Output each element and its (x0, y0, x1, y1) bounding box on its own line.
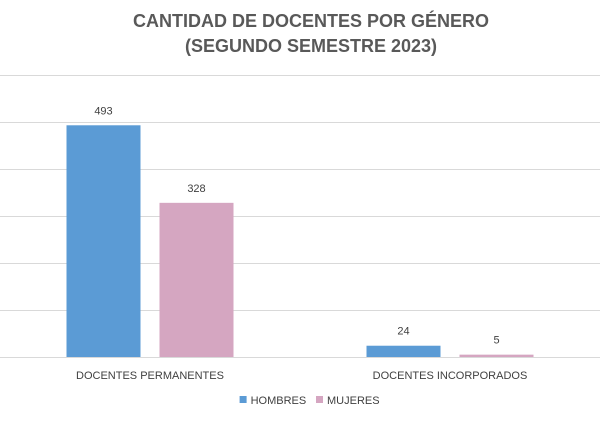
legend: HOMBRES MUJERES (239, 395, 380, 407)
bar-mujeres-0 (159, 202, 234, 357)
legend-swatch-hombres (239, 396, 247, 403)
bar-hombres-1 (366, 345, 441, 357)
legend-label-hombres: HOMBRES (251, 395, 307, 407)
data-label-hombres-1: 24 (397, 326, 409, 338)
bar-mujeres-1 (459, 354, 534, 357)
chart-title-line-2: (SEGUNDO SEMESTRE 2023) (185, 36, 437, 56)
category-label-0: DOCENTES PERMANENTES (76, 370, 224, 382)
legend-label-mujeres: MUJERES (327, 395, 380, 407)
data-label-mujeres-0: 328 (187, 183, 205, 195)
chart-title-line-1: CANTIDAD DE DOCENTES POR GÉNERO (133, 10, 489, 31)
data-labels: 493 328 24 5 (94, 105, 499, 346)
bars (66, 125, 534, 357)
category-label-1: DOCENTES INCORPORADOS (373, 370, 528, 382)
category-labels: DOCENTES PERMANENTES DOCENTES INCORPORADO… (76, 370, 527, 382)
legend-swatch-mujeres (316, 396, 323, 403)
data-label-hombres-0: 493 (94, 105, 112, 117)
bar-hombres-0 (66, 125, 141, 357)
data-label-mujeres-1: 5 (493, 335, 499, 347)
